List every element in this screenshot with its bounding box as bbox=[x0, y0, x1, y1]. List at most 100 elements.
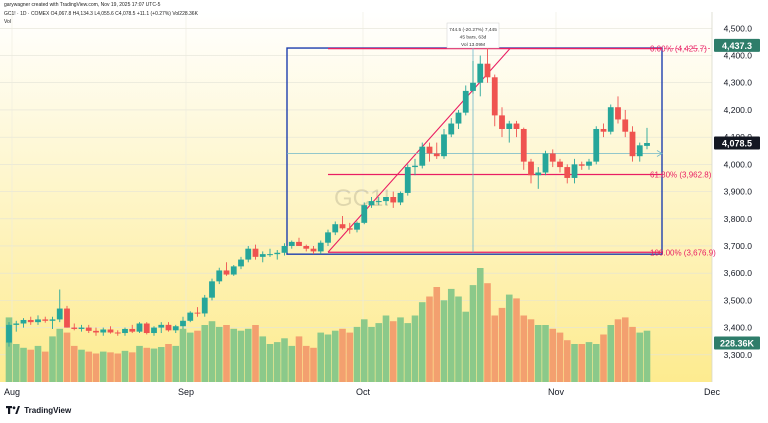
volume-bar bbox=[542, 325, 549, 382]
candle-body bbox=[122, 328, 128, 334]
candle-body bbox=[542, 153, 549, 173]
x-axis: Aug Sep Oct Nov Dec bbox=[4, 387, 721, 397]
y-tick-label: 3,800.0 bbox=[724, 214, 753, 224]
candle-body bbox=[506, 123, 513, 129]
volume-bar bbox=[636, 332, 644, 382]
volume-bar bbox=[578, 344, 586, 382]
volume-bar bbox=[426, 296, 433, 382]
volume-bar bbox=[375, 323, 383, 382]
candle-body bbox=[296, 241, 302, 246]
volume-bar bbox=[99, 351, 107, 382]
candle-body bbox=[455, 112, 462, 124]
measure-label-line: Vol 13.09M bbox=[461, 42, 485, 48]
volume-tag-bg bbox=[714, 336, 760, 350]
volume-bar bbox=[455, 296, 462, 382]
tradingview-logo[interactable]: TradingView bbox=[6, 406, 71, 415]
candle-body bbox=[223, 270, 230, 275]
volume-bar bbox=[563, 340, 571, 382]
candle-body bbox=[100, 329, 107, 333]
fib-level-label: 61.80% (3,962.8) bbox=[650, 170, 712, 179]
volume-bar bbox=[165, 344, 172, 382]
candle-body bbox=[354, 222, 360, 230]
candle-body bbox=[419, 146, 426, 166]
candle-body bbox=[151, 327, 157, 334]
volume-bar bbox=[498, 307, 506, 382]
volume-bar bbox=[107, 352, 114, 382]
volume-bar bbox=[223, 325, 230, 382]
symbol-line: GC1! · 1D · COMEX O4,067.8 H4,134.3 L4,0… bbox=[4, 11, 198, 17]
volume-bar bbox=[389, 321, 397, 382]
candle-body bbox=[607, 107, 614, 132]
volume-bar bbox=[27, 349, 35, 382]
candle-body bbox=[64, 308, 70, 328]
volume-bar bbox=[121, 350, 129, 382]
volume-bar bbox=[607, 325, 615, 382]
candle-body bbox=[535, 172, 542, 176]
x-tick-label: Sep bbox=[178, 387, 194, 397]
candle-body bbox=[368, 201, 375, 206]
candle-body bbox=[426, 146, 433, 154]
y-tick-label: 3,600.0 bbox=[724, 268, 753, 278]
candle-body bbox=[274, 252, 281, 255]
candle-body bbox=[27, 319, 34, 323]
candle-body bbox=[317, 242, 324, 252]
volume-bar bbox=[208, 321, 216, 382]
volume-bar bbox=[368, 326, 375, 382]
candle-body bbox=[6, 324, 12, 343]
volume-bar bbox=[215, 326, 223, 382]
x-tick-label: Dec bbox=[704, 387, 721, 397]
volume-bar bbox=[339, 328, 346, 382]
grid-lines bbox=[0, 12, 713, 382]
volume-bar bbox=[462, 311, 470, 382]
candle-body bbox=[636, 145, 643, 157]
candle-body bbox=[477, 63, 484, 83]
candle-body bbox=[615, 107, 621, 120]
candle-body bbox=[325, 232, 331, 243]
candle-body bbox=[85, 327, 92, 331]
candle-body bbox=[484, 63, 491, 78]
measure-arrow bbox=[656, 150, 663, 157]
candle-body bbox=[412, 165, 418, 168]
volume-bar bbox=[433, 287, 441, 382]
candle-body bbox=[491, 77, 498, 116]
volume-bar bbox=[302, 345, 310, 382]
volume-tag: 228.36K bbox=[720, 339, 755, 349]
candle-body bbox=[93, 330, 99, 333]
volume-bar bbox=[5, 317, 13, 382]
y-tick-label: 3,300.0 bbox=[724, 350, 753, 360]
y-tick-label: 3,900.0 bbox=[724, 187, 753, 197]
volume-bar bbox=[12, 344, 20, 382]
candlestick-series bbox=[6, 45, 650, 347]
y-tick-label: 3,400.0 bbox=[724, 323, 753, 333]
last-price-tag-bg bbox=[714, 136, 760, 150]
volume-bar bbox=[143, 347, 151, 382]
candle-body bbox=[499, 115, 505, 129]
candle-body bbox=[332, 224, 339, 233]
candle-body bbox=[557, 161, 563, 168]
volume-bar bbox=[600, 334, 607, 382]
candle-body bbox=[586, 161, 592, 166]
candle-body bbox=[238, 259, 244, 267]
volume-bar bbox=[505, 294, 513, 382]
candle-body bbox=[600, 128, 607, 132]
volume-bar bbox=[179, 328, 187, 382]
tradingview-brand-name: TradingView bbox=[24, 406, 72, 415]
volume-bar bbox=[484, 283, 491, 382]
volume-bar bbox=[201, 325, 209, 382]
x-tick-label: Aug bbox=[4, 387, 20, 397]
volume-bar bbox=[440, 300, 448, 382]
volume-bar bbox=[230, 328, 238, 382]
volume-bar bbox=[556, 332, 564, 382]
candle-body bbox=[136, 323, 143, 332]
candle-body bbox=[339, 224, 346, 229]
volume-bar bbox=[70, 345, 78, 382]
candle-body bbox=[71, 327, 78, 329]
candle-body bbox=[107, 329, 114, 333]
volume-bar bbox=[382, 315, 390, 382]
vol-label: Vol bbox=[4, 19, 11, 25]
measure-label-line: 45 bars, 63d bbox=[460, 35, 487, 41]
last-price-tag: 4,078.5 bbox=[722, 138, 752, 148]
volume-bar bbox=[411, 315, 419, 382]
candle-body bbox=[187, 312, 194, 321]
